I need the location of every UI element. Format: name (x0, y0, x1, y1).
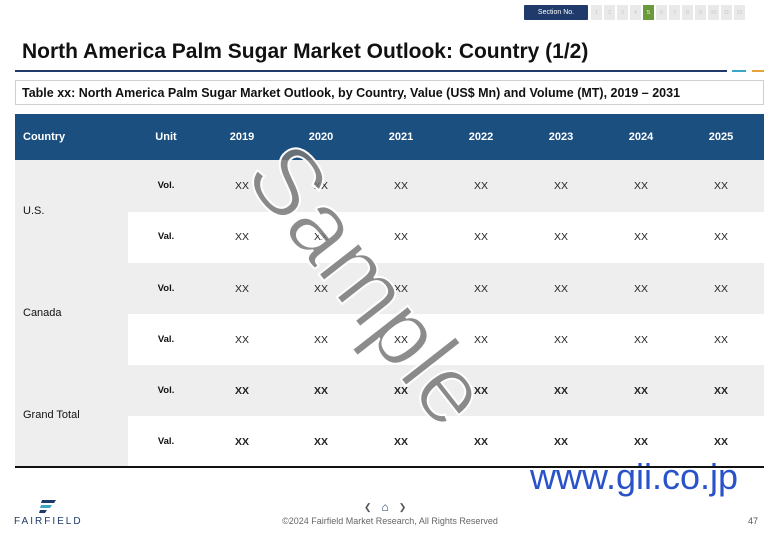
table-caption: Table xx: North America Palm Sugar Marke… (15, 80, 764, 105)
gii-watermark: www.gii.co.jp (530, 456, 739, 497)
table-cell: XX (473, 231, 488, 244)
table-cell: XX (234, 333, 249, 346)
table-subrow-bg (128, 314, 764, 365)
unit-label: Val. (157, 333, 175, 345)
prev-arrow-icon[interactable]: ❮ (364, 501, 372, 512)
table-cell: XX (713, 384, 728, 397)
header-year: 2021 (388, 131, 414, 143)
fairfield-logo-icon (38, 498, 60, 519)
fairfield-logo-text: FAIRFIELD (14, 516, 83, 527)
table-cell: XX (713, 179, 728, 192)
section-pager: 1 2 3 4 5 6 7 8 9 10 11 12 (591, 5, 745, 20)
header-year: 2019 (229, 131, 255, 143)
table-cell: XX (713, 435, 728, 448)
section-page-2[interactable]: 2 (604, 5, 615, 20)
table-cell: XX (234, 435, 249, 448)
title-rule (15, 70, 727, 72)
country-label: Canada (23, 307, 62, 319)
table-cell: XX (473, 333, 488, 346)
table-subrow-bg (128, 416, 764, 467)
table-cell: XX (313, 231, 328, 244)
table-cell: XX (713, 333, 728, 346)
table-cell: XX (633, 384, 648, 397)
section-page-4[interactable]: 4 (630, 5, 641, 20)
table-cell: XX (234, 231, 249, 244)
table-cell: XX (234, 179, 249, 192)
section-page-5[interactable]: 5 (643, 5, 654, 20)
table-cell: XX (393, 333, 408, 346)
header-year: 2025 (708, 131, 734, 143)
header-unit: Unit (155, 131, 177, 143)
section-page-6[interactable]: 6 (656, 5, 667, 20)
country-label: Grand Total (23, 409, 80, 421)
section-page-10[interactable]: 10 (708, 5, 719, 20)
table-cell: XX (313, 384, 328, 397)
table-cell: XX (473, 384, 488, 397)
table-cell: XX (553, 435, 568, 448)
table-cell: XX (313, 435, 328, 448)
table-cell: XX (313, 179, 328, 192)
section-page-3[interactable]: 3 (617, 5, 628, 20)
table-cell: XX (313, 333, 328, 346)
title-rule-accent-orange (752, 70, 764, 72)
copyright-text: ©2024 Fairfield Market Research, All Rig… (282, 516, 498, 526)
table-bottom-rule (15, 466, 764, 468)
table-cell: XX (473, 282, 488, 295)
table-cell: XX (713, 231, 728, 244)
header-year: 2023 (548, 131, 574, 143)
slide-nav: ❮ ⌂ ❯ (364, 500, 406, 514)
table-cell: XX (234, 384, 249, 397)
section-page-7[interactable]: 7 (669, 5, 680, 20)
section-page-11[interactable]: 11 (721, 5, 732, 20)
header-country: Country (23, 131, 66, 143)
section-page-8[interactable]: 8 (682, 5, 693, 20)
table-cell: XX (633, 435, 648, 448)
table-cell: XX (553, 282, 568, 295)
table-cell: XX (633, 231, 648, 244)
table-cell: XX (633, 333, 648, 346)
next-arrow-icon[interactable]: ❯ (398, 501, 407, 512)
table-cell: XX (393, 435, 408, 448)
table-cell: XX (633, 282, 648, 295)
table-subrow-bg (128, 211, 764, 263)
table-header-row (15, 114, 764, 160)
table-cell: XX (553, 384, 568, 397)
page-number: 47 (748, 516, 759, 526)
table-cell: XX (713, 282, 728, 295)
section-page-1[interactable]: 1 (591, 5, 602, 20)
table-cell: XX (393, 282, 408, 295)
table-cell: XX (313, 282, 328, 295)
table-cell: XX (393, 384, 408, 397)
header-year: 2022 (468, 131, 494, 143)
table-cell: XX (393, 231, 408, 244)
table-cell: XX (553, 231, 568, 244)
header-year: 2024 (628, 131, 654, 143)
table-cell: XX (393, 179, 408, 192)
unit-label: Vol. (157, 179, 175, 191)
unit-label: Vol. (157, 384, 175, 396)
table-cell: XX (473, 179, 488, 192)
section-page-12[interactable]: 12 (734, 5, 745, 20)
table-cell: XX (553, 179, 568, 192)
page-title: North America Palm Sugar Market Outlook:… (22, 40, 589, 63)
home-icon[interactable]: ⌂ (381, 500, 389, 514)
section-page-9[interactable]: 9 (695, 5, 706, 20)
unit-label: Val. (157, 435, 175, 447)
header-year: 2020 (308, 131, 334, 143)
unit-label: Vol. (157, 282, 175, 294)
table-cell: XX (633, 179, 648, 192)
unit-label: Val. (157, 231, 175, 243)
country-label: U.S. (23, 204, 45, 217)
table-cell: XX (473, 435, 488, 448)
title-rule-accent-blue (732, 70, 746, 72)
section-label: Section No. (524, 5, 588, 20)
table-cell: XX (553, 333, 568, 346)
table-cell: XX (234, 282, 249, 295)
